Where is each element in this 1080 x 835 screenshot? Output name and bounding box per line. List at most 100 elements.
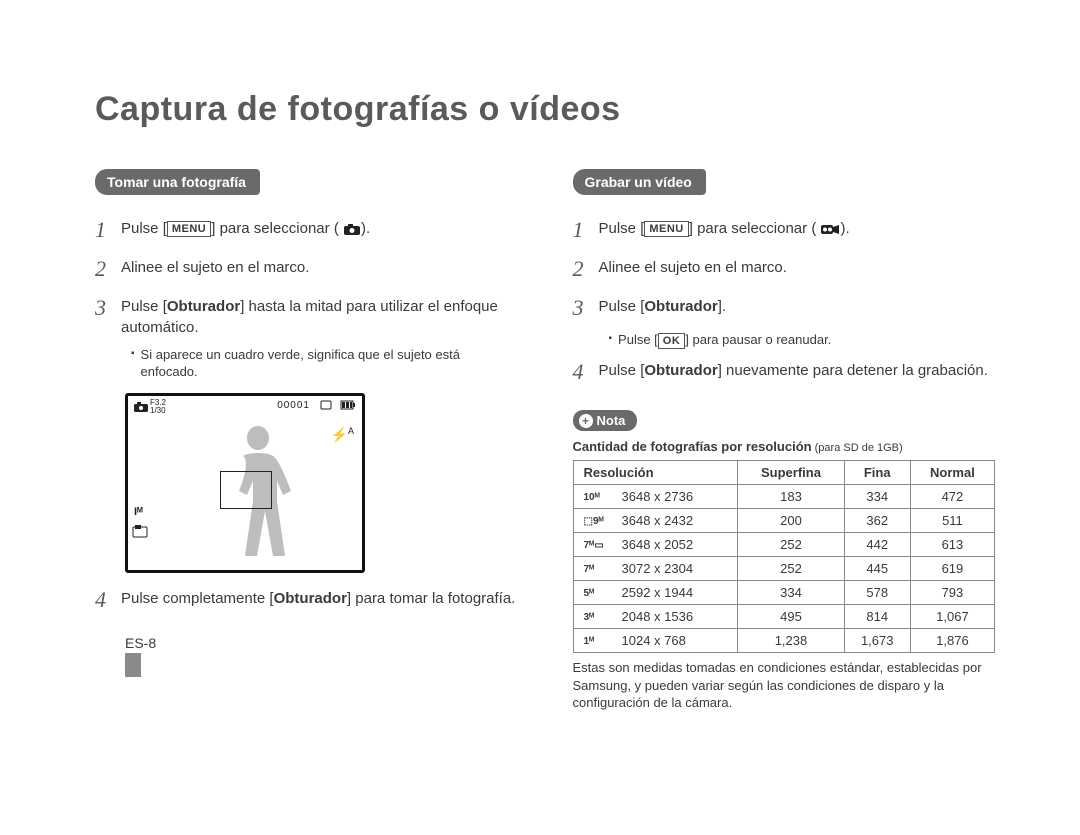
right-step-4: 4 Pulse [Obturador] nuevamente para dete… [573, 357, 996, 388]
res-icon: 5ᴹ [573, 581, 616, 605]
f-value: 362 [844, 509, 910, 533]
page-number: ES-8 [125, 635, 518, 677]
step-text: Pulse [ [599, 298, 645, 315]
res-value: 3072 x 2304 [616, 557, 738, 581]
focus-box [220, 471, 272, 509]
table-footnote: Estas son medidas tomadas en condiciones… [573, 659, 996, 712]
res-icon: 10ᴹ [573, 485, 616, 509]
step-bold: Obturador [644, 362, 717, 379]
note-label: + Nota [573, 410, 638, 432]
n-value: 619 [910, 557, 994, 581]
quality-icon [132, 524, 148, 538]
right-step-2: 2 Alinee el sujeto en el marco. [573, 254, 996, 285]
sub-text: Si aparece un cuadro verde, significa qu… [141, 346, 518, 381]
step-number: 3 [573, 293, 599, 324]
right-step-3-sub: Pulse [OK] para pausar o reanudar. [609, 331, 996, 349]
f-value: 445 [844, 557, 910, 581]
note-text: Nota [597, 413, 626, 428]
size-icon: Iᴹ [134, 506, 143, 518]
res-icon: ⬚9ᴹ [573, 509, 616, 533]
f-value: 442 [844, 533, 910, 557]
camera-mode-icon [134, 402, 148, 412]
step-text: Pulse [ [121, 220, 167, 237]
sf-value: 252 [738, 533, 844, 557]
table-title-bold: Cantidad de fotografías por resolución [573, 439, 812, 454]
n-value: 1,067 [910, 605, 994, 629]
video-icon [820, 223, 840, 235]
right-step-1: 1 Pulse [MENU] para seleccionar ( ). [573, 215, 996, 246]
step-text: ). [361, 220, 370, 237]
left-section-heading: Tomar una fotografía [95, 169, 260, 195]
th-resolution: Resolución [573, 461, 738, 485]
table-row: 7ᴹ3072 x 2304252445619 [573, 557, 995, 581]
step-text: Pulse [ [599, 362, 645, 379]
sd-icon [320, 400, 332, 410]
flash-mode: A [348, 426, 354, 436]
sf-value: 334 [738, 581, 844, 605]
step-bold: Obturador [167, 298, 240, 315]
sf-value: 200 [738, 509, 844, 533]
f-value: 334 [844, 485, 910, 509]
step-bold: Obturador [274, 590, 347, 607]
res-value: 2048 x 1536 [616, 605, 738, 629]
step-text: Alinee el sujeto en el marco. [599, 254, 787, 278]
n-value: 613 [910, 533, 994, 557]
n-value: 793 [910, 581, 994, 605]
resolution-table: Resolución Superfina Fina Normal 10ᴹ3648… [573, 460, 996, 653]
f-value: 578 [844, 581, 910, 605]
sub-text: Pulse [ [618, 332, 658, 347]
step-text: ] nuevamente para detener la grabación. [718, 362, 988, 379]
right-column: Grabar un vídeo 1 Pulse [MENU] para sele… [573, 169, 996, 712]
step-text: ] para seleccionar ( [211, 220, 339, 237]
table-row: ⬚9ᴹ3648 x 2432200362511 [573, 509, 995, 533]
res-value: 3648 x 2432 [616, 509, 738, 533]
page-title: Captura de fotografías o vídeos [95, 90, 995, 129]
step-number: 1 [573, 215, 599, 246]
sub-text: ] para pausar o reanudar. [685, 332, 831, 347]
res-icon: 7ᴹ▭ [573, 533, 616, 557]
res-icon: 7ᴹ [573, 557, 616, 581]
table-row: 7ᴹ▭3648 x 2052252442613 [573, 533, 995, 557]
right-section-heading: Grabar un vídeo [573, 169, 706, 195]
camera-icon [343, 223, 361, 235]
left-column: Tomar una fotografía 1 Pulse [MENU] para… [95, 169, 518, 712]
table-title: Cantidad de fotografías por resolución (… [573, 439, 996, 454]
step-text: ] para tomar la fotografía. [347, 590, 515, 607]
th-normal: Normal [910, 461, 994, 485]
battery-icon [340, 400, 356, 410]
f-value: 1,673 [844, 629, 910, 653]
left-step-2: 2 Alinee el sujeto en el marco. [95, 254, 518, 285]
plus-icon: + [579, 414, 593, 428]
sf-value: 1,238 [738, 629, 844, 653]
step-number: 2 [573, 254, 599, 285]
res-value: 3648 x 2736 [616, 485, 738, 509]
page-number-text: ES-8 [125, 635, 156, 651]
ok-token: OK [658, 333, 686, 349]
n-value: 511 [910, 509, 994, 533]
res-value: 2592 x 1944 [616, 581, 738, 605]
flash-icon: ⚡ [331, 426, 348, 442]
step-number: 3 [95, 293, 121, 324]
step-text: ]. [718, 298, 726, 315]
right-step-3: 3 Pulse [Obturador]. [573, 293, 996, 324]
left-step-3: 3 Pulse [Obturador] hasta la mitad para … [95, 293, 518, 338]
th-fina: Fina [844, 461, 910, 485]
sf-value: 495 [738, 605, 844, 629]
vf-counter: 00001 [277, 400, 310, 411]
table-row: 1ᴹ1024 x 7681,2381,6731,876 [573, 629, 995, 653]
step-text: Alinee el sujeto en el marco. [121, 254, 309, 278]
th-superfina: Superfina [738, 461, 844, 485]
step-number: 2 [95, 254, 121, 285]
table-row: 10ᴹ3648 x 2736183334472 [573, 485, 995, 509]
step-text: Pulse [ [599, 220, 645, 237]
sf-value: 252 [738, 557, 844, 581]
left-step-3-sub: Si aparece un cuadro verde, significa qu… [131, 346, 518, 381]
menu-token: MENU [167, 221, 211, 237]
table-row: 5ᴹ2592 x 1944334578793 [573, 581, 995, 605]
step-text: Pulse [ [121, 298, 167, 315]
sf-value: 183 [738, 485, 844, 509]
res-value: 1024 x 768 [616, 629, 738, 653]
step-number: 4 [573, 357, 599, 388]
left-step-1: 1 Pulse [MENU] para seleccionar ( ). [95, 215, 518, 246]
n-value: 472 [910, 485, 994, 509]
